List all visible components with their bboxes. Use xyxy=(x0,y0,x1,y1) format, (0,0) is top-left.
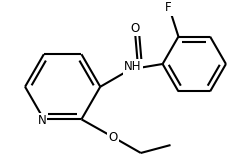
Text: O: O xyxy=(130,22,140,35)
Text: NH: NH xyxy=(124,61,142,73)
Text: N: N xyxy=(38,114,46,127)
Text: O: O xyxy=(108,131,118,144)
Text: F: F xyxy=(165,1,172,14)
